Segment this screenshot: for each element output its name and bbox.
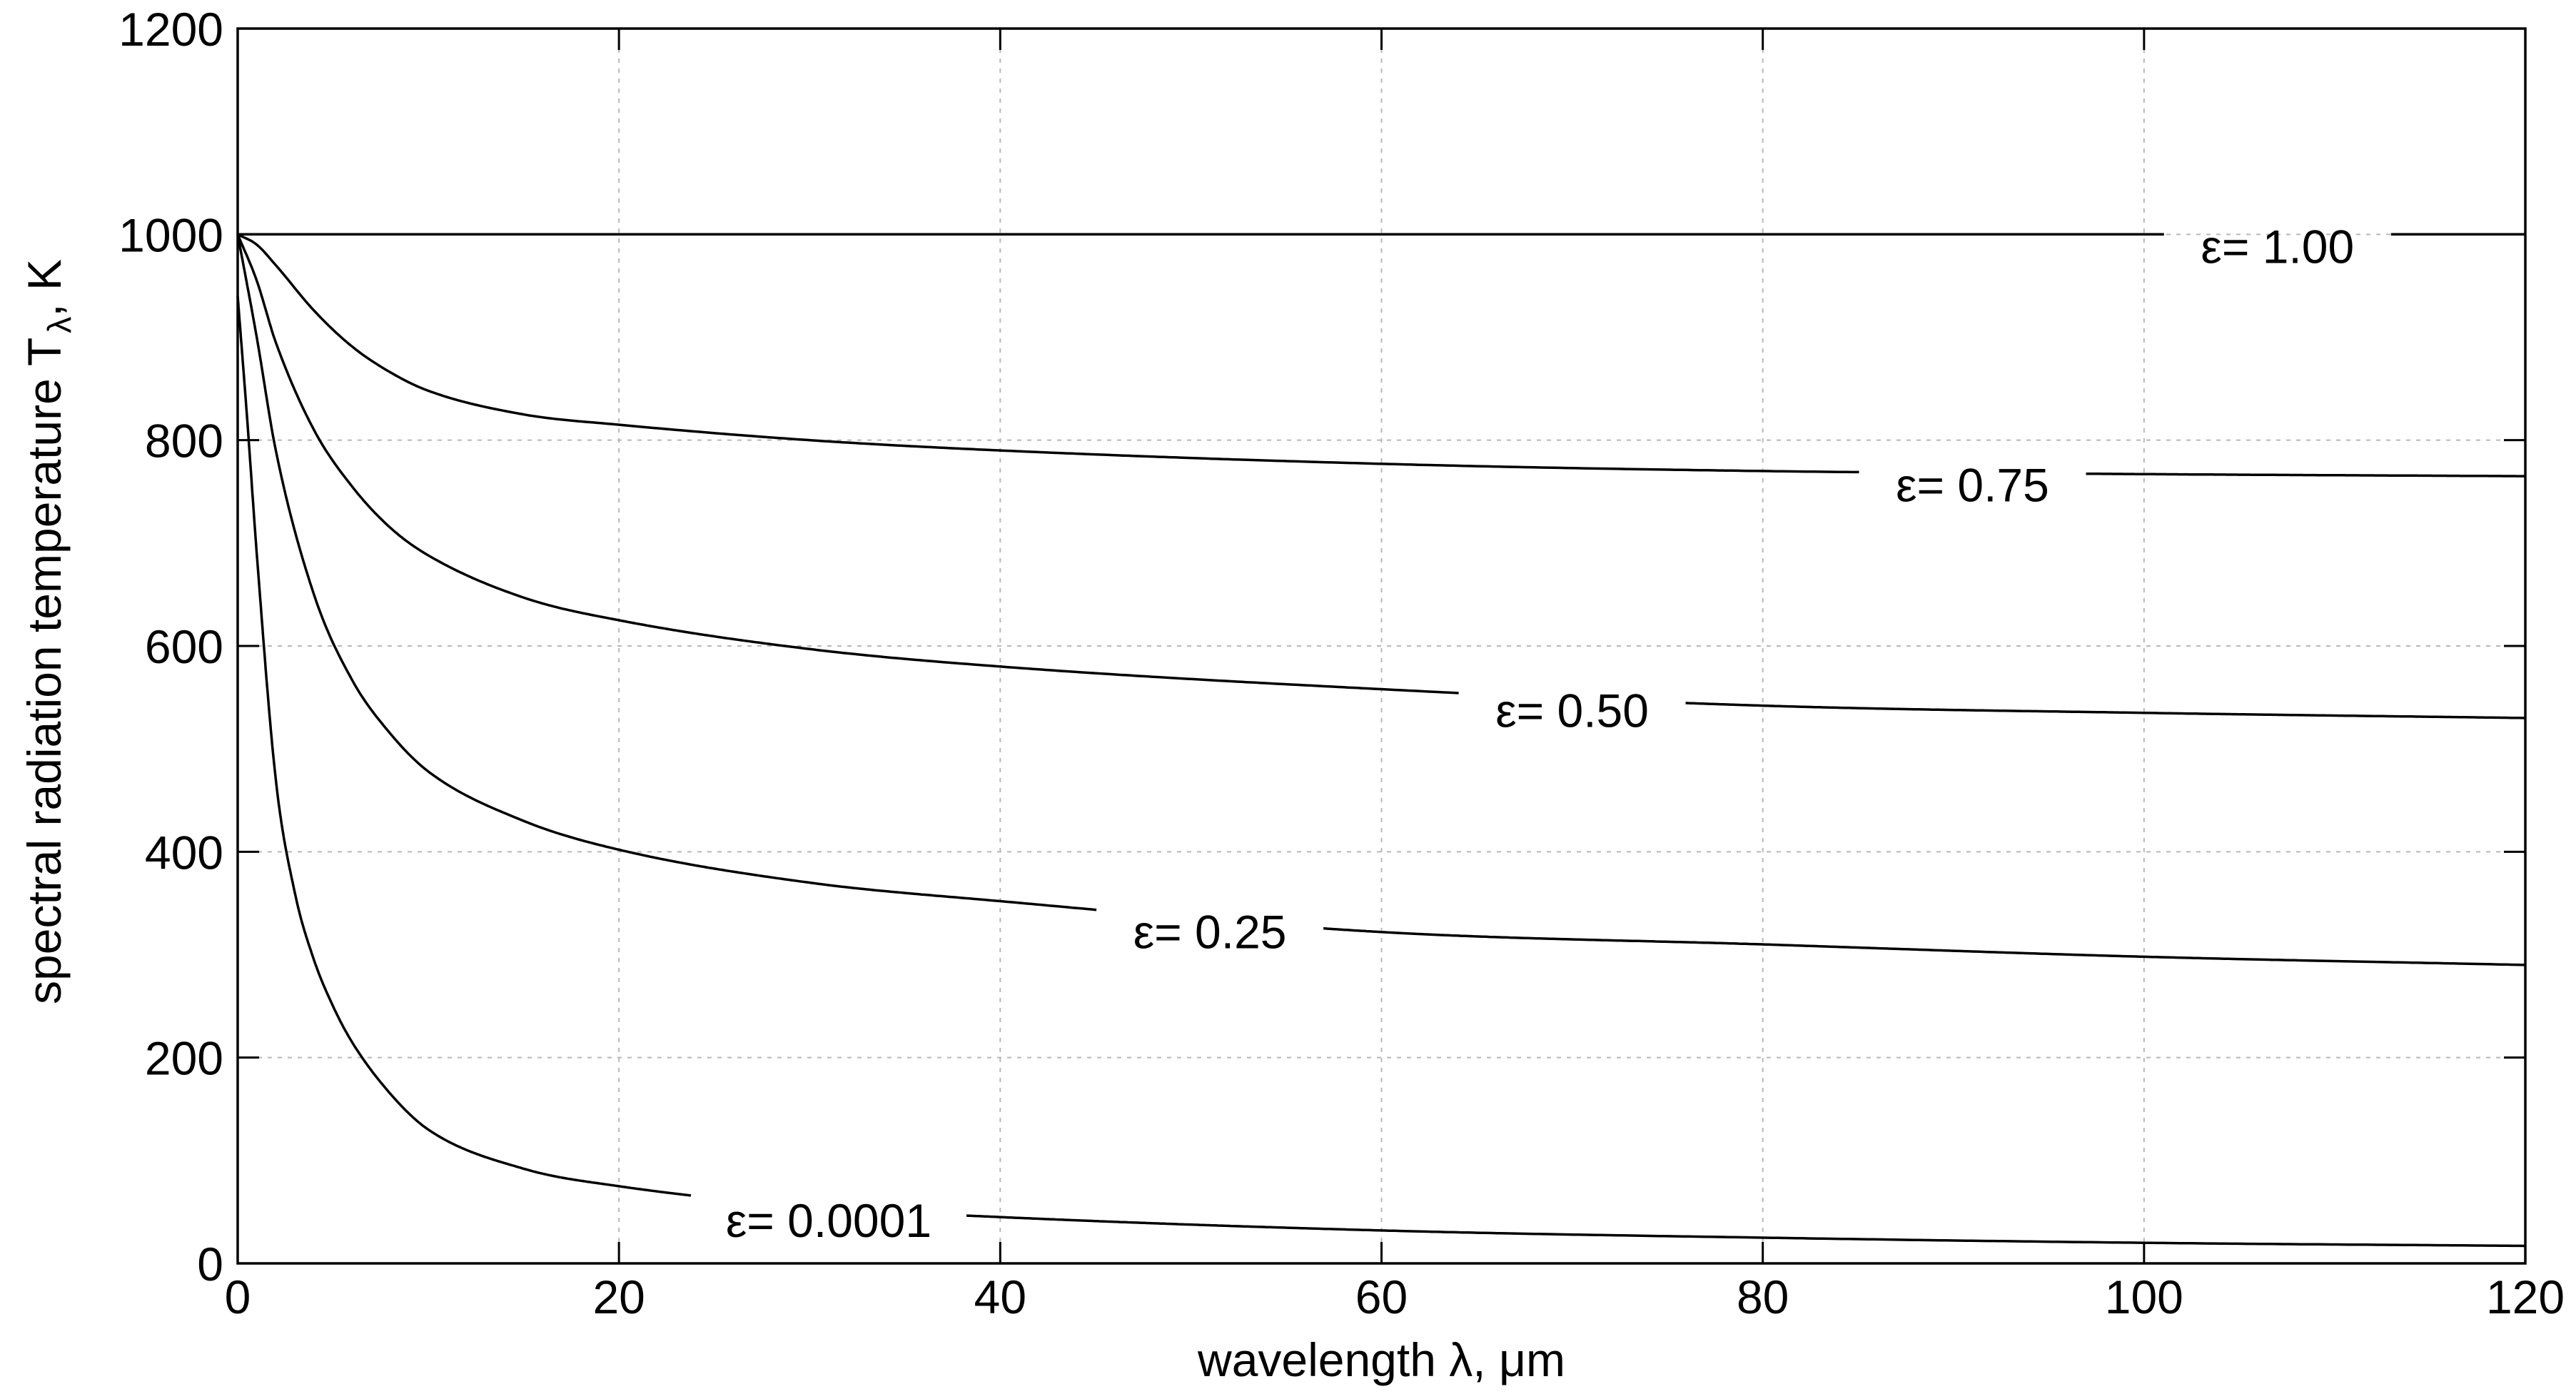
curve-eps-00001-right [966,1214,2526,1248]
curve-eps-025-right [1323,926,2526,966]
axis-ticks [236,27,2527,1265]
curve-eps-050-right [1685,702,2525,719]
y-tick-label: 800 [145,415,223,468]
curve-eps-075-left [237,233,1859,474]
x-tick-label: 20 [592,1271,645,1323]
curve-label-eps-100: ε= 1.00 [2201,220,2354,273]
x-tick-label: 100 [2105,1271,2183,1323]
y-axis-title-subscript: λ [41,317,78,333]
curve-label-eps-075: ε= 0.75 [1896,459,2049,512]
curve-eps-025-left [236,233,1097,911]
y-axis-title-main: spectral radiation temperature T [18,338,71,1004]
y-axis-title-unit: , K [18,259,71,317]
curve-label-eps-00001: ε= 0.0001 [726,1194,931,1247]
curve-label-eps-050: ε= 0.50 [1495,684,1649,737]
y-axis-title: spectral radiation temperature T λ, K [18,259,78,1004]
x-tick-label: 80 [1737,1271,1789,1323]
curve-labels: ε= 1.00 ε= 0.75 ε= 0.50 ε= 0.25 ε= 0.0001 [726,220,2354,1246]
y-tick-label: 0 [197,1238,223,1291]
x-axis-title: wavelength λ, μm [1197,1333,1565,1386]
y-tick-label: 400 [145,826,223,879]
curve-eps-050-left [236,233,1459,695]
y-tick-label: 1200 [118,3,223,56]
y-tick-label: 1000 [118,208,223,261]
x-tick-label: 0 [225,1271,251,1323]
y-tick-label: 600 [145,620,223,673]
x-tick-label: 60 [1355,1271,1408,1323]
curve-eps-00001-left [236,296,692,1197]
x-tick-label: 40 [974,1271,1026,1323]
curve-label-eps-025: ε= 0.25 [1133,906,1287,959]
grid-lines [238,29,2525,1263]
y-tick-label: 200 [145,1032,223,1085]
x-tick-label: 120 [2486,1271,2565,1323]
curve-eps-075-right [2086,472,2525,478]
curves [236,233,2526,1248]
